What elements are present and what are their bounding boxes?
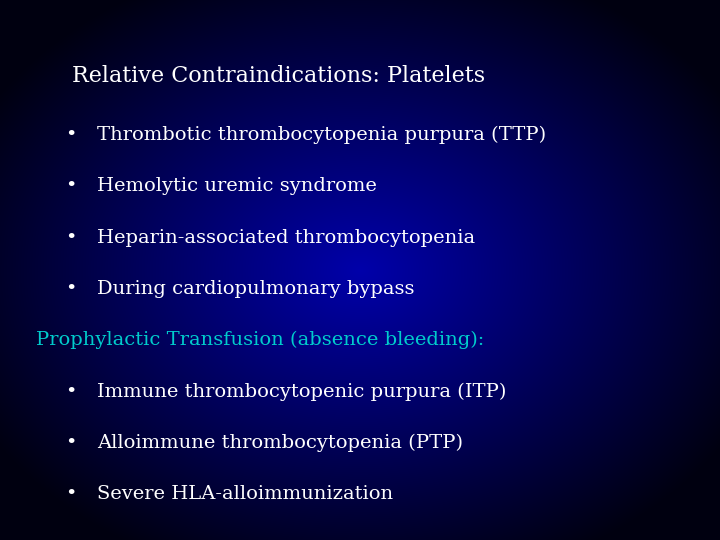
Text: Alloimmune thrombocytopenia (PTP): Alloimmune thrombocytopenia (PTP) xyxy=(97,434,463,452)
Text: Hemolytic uremic syndrome: Hemolytic uremic syndrome xyxy=(97,177,377,195)
Text: •: • xyxy=(65,280,76,298)
Text: Thrombotic thrombocytopenia purpura (TTP): Thrombotic thrombocytopenia purpura (TTP… xyxy=(97,126,546,144)
Text: Immune thrombocytopenic purpura (ITP): Immune thrombocytopenic purpura (ITP) xyxy=(97,382,507,401)
Text: Relative Contraindications: Platelets: Relative Contraindications: Platelets xyxy=(72,65,485,87)
Text: •: • xyxy=(65,126,76,144)
Text: •: • xyxy=(65,382,76,401)
Text: Prophylactic Transfusion (absence bleeding):: Prophylactic Transfusion (absence bleedi… xyxy=(36,331,485,349)
Text: Heparin-associated thrombocytopenia: Heparin-associated thrombocytopenia xyxy=(97,228,475,247)
Text: •: • xyxy=(65,485,76,503)
Text: Severe HLA-alloimmunization: Severe HLA-alloimmunization xyxy=(97,485,393,503)
Text: •: • xyxy=(65,228,76,247)
Text: •: • xyxy=(65,434,76,452)
Text: During cardiopulmonary bypass: During cardiopulmonary bypass xyxy=(97,280,415,298)
Text: •: • xyxy=(65,177,76,195)
